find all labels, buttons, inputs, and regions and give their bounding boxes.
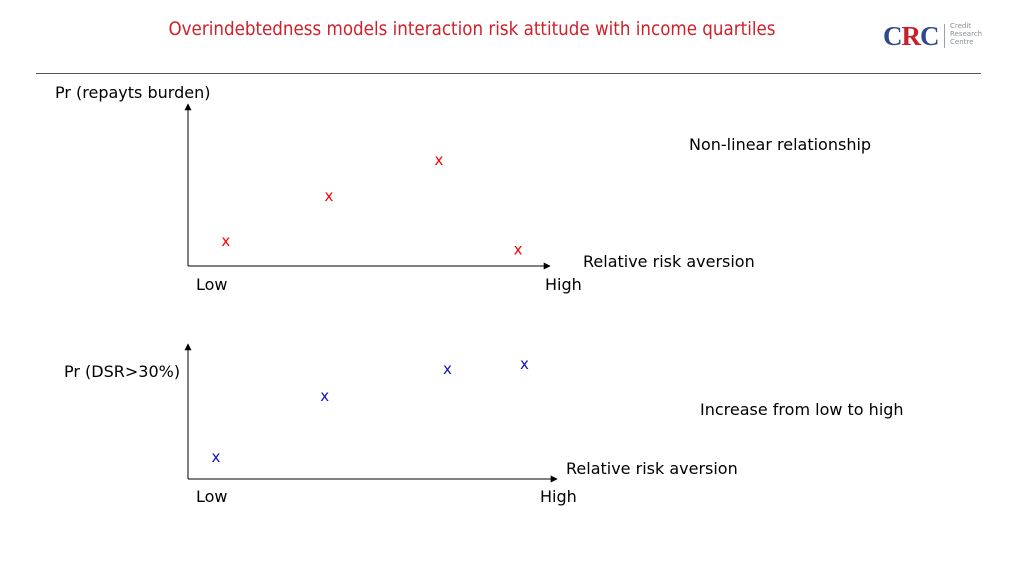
logo-text: Credit Research Centre [950, 22, 983, 46]
chart-1: Pr (repayts burden) Relative risk aversi… [55, 83, 871, 294]
chart-2-tick-high: High [540, 487, 577, 506]
slide-title: Overindebtedness models interaction risk… [168, 18, 776, 40]
chart-1-points: x x x x [221, 151, 522, 258]
chart-1-tick-low: Low [196, 275, 228, 294]
chart-2-point: x [320, 387, 329, 405]
chart-1-point: x [514, 240, 523, 258]
logo-mark: CRC [883, 21, 939, 51]
chart-2-y-label: Pr (DSR>30%) [64, 362, 180, 381]
chart-2-point: x [212, 448, 221, 466]
chart-1-annotation: Non-linear relationship [689, 135, 871, 154]
chart-1-point: x [435, 151, 444, 169]
chart-1-point: x [221, 232, 230, 250]
chart-2-point: x [520, 355, 529, 373]
chart-2-point: x [443, 360, 452, 378]
logo-divider [944, 24, 945, 48]
chart-2-tick-low: Low [196, 487, 228, 506]
chart-2-x-label: Relative risk aversion [566, 459, 738, 478]
chart-1-x-label: Relative risk aversion [583, 252, 755, 271]
chart-2-points: x x x x [212, 355, 530, 466]
chart-1-y-label: Pr (repayts burden) [55, 83, 210, 102]
chart-2: Pr (DSR>30%) Relative risk aversion Low … [64, 343, 904, 506]
chart-1-tick-high: High [545, 275, 582, 294]
header-rule [36, 73, 981, 74]
chart-1-point: x [325, 187, 334, 205]
chart-2-annotation: Increase from low to high [700, 400, 904, 419]
